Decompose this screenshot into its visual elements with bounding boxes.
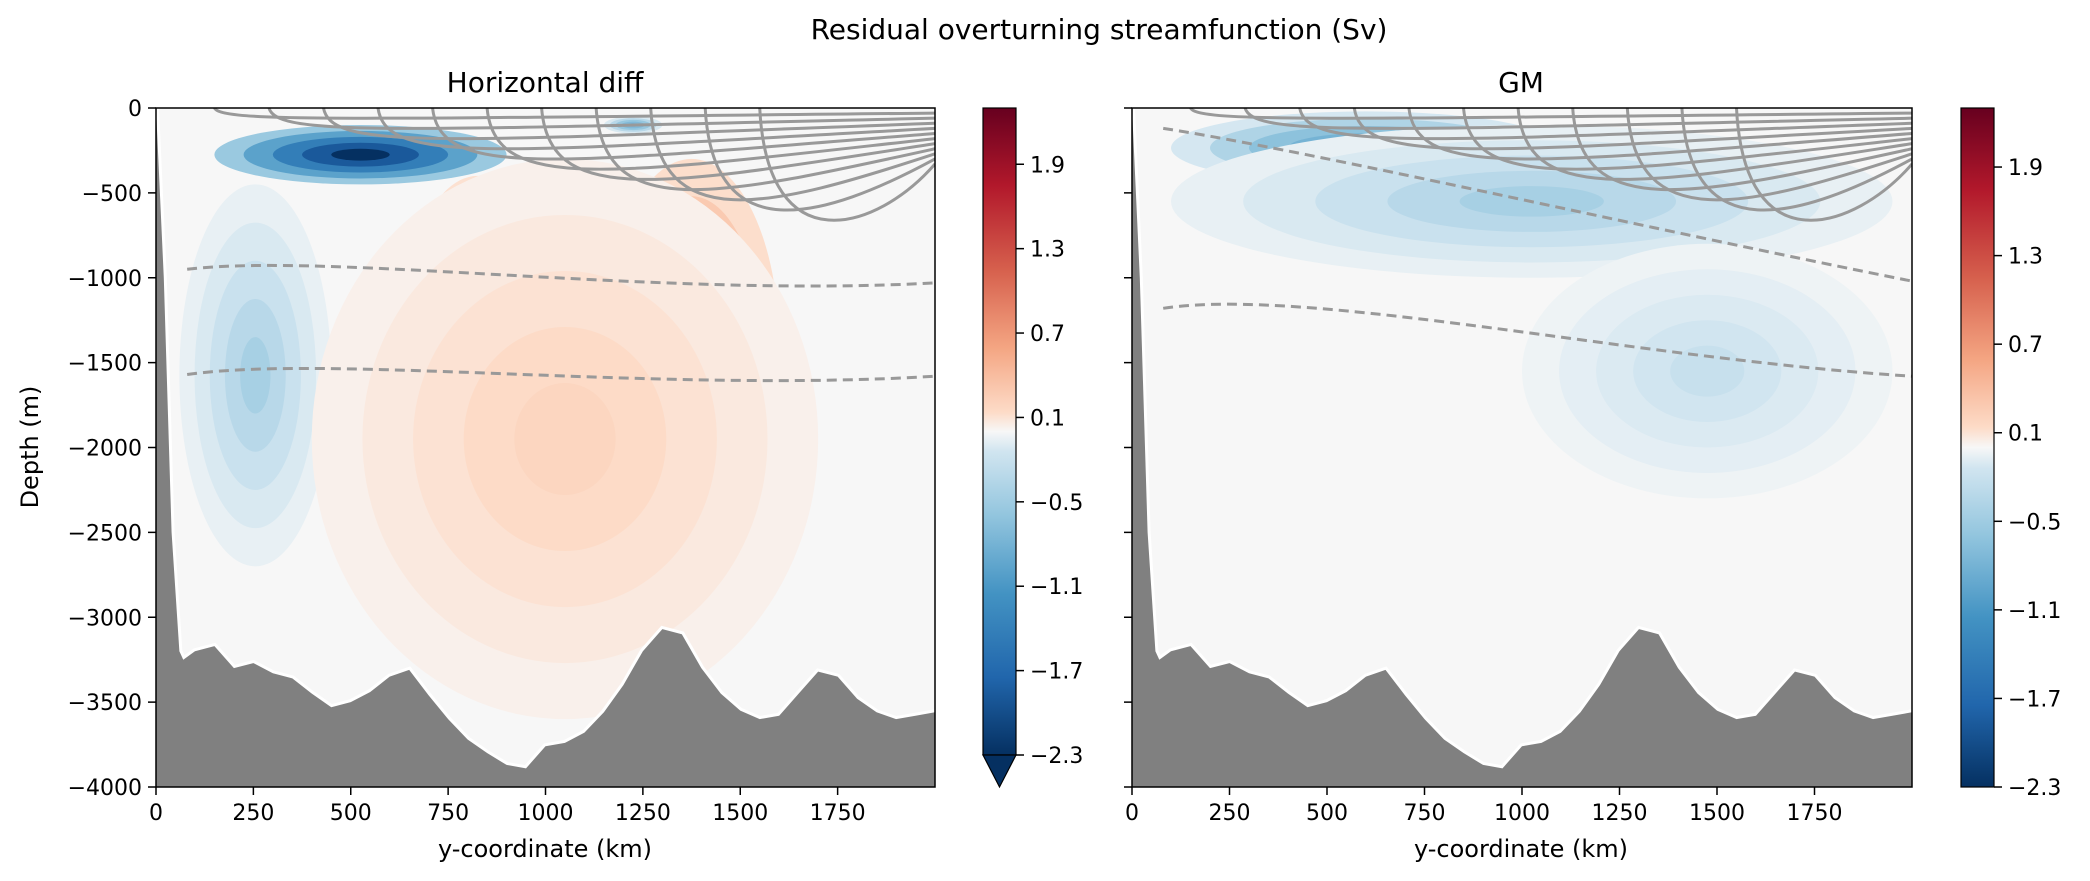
colorbar-tick-label: −2.3 [1030,744,1083,769]
colorbar-tick-label: −2.3 [2008,776,2061,801]
colorbar-tick-label: −1.1 [2008,599,2061,624]
y-tick-label: −4000 [68,776,142,801]
isopycnal-solid [1571,108,1912,192]
isopycnal-lines [1162,108,1912,378]
x-tick-label: 1500 [712,801,768,826]
x-tick-label: 250 [1209,801,1251,826]
colorbar-tick-label: 1.3 [2008,245,2043,270]
colorbar-body [1960,107,1995,788]
isopycnal-lines [186,108,935,383]
y-axis-label: Depth (m) [16,386,44,509]
colorbar-tick-label: 0.7 [1030,322,1065,347]
x-tick-label: 250 [232,801,274,826]
isopycnal-solid [376,108,935,151]
colorbar-tick-label: 0.1 [2008,422,2043,447]
x-axis-label: y-coordinate (km) [438,835,652,863]
isopycnal-solid [1243,108,1912,130]
figure-title: Residual overturning streamfunction (Sv) [811,13,1388,46]
x-tick-label: 500 [1306,801,1348,826]
x-tick-label: 0 [149,801,163,826]
x-tick-label: 1250 [615,801,671,826]
colorbar-ticks: −2.3 −1.7 −1.1 −0.5 0.1 0.7 1.3 1.9 [1994,156,2061,801]
isopycnal-dashed [1162,302,1912,378]
isopycnal-solid [485,108,935,171]
colorbar-extend-min [982,754,1017,789]
y-ticks: 0 −500 −1000 −1500 −2000 −2500 −3000 −3500 −4000 [68,97,156,801]
x-tick-label: 500 [330,801,372,826]
contour-band [240,337,271,414]
y-tick-label: −500 [82,182,142,207]
y-ticks [1124,107,1132,788]
y-tick-label: −3000 [68,606,142,631]
colorbar-a: −2.3 −1.7 −1.1 −0.5 0.1 0.7 1.3 1.9 [982,107,1083,789]
isopycnal-solid [267,108,935,130]
colorbar-ticks: −2.3 −1.7 −1.1 −0.5 0.1 0.7 1.3 1.9 [1016,153,1083,769]
isopycnal-solid [1462,108,1912,171]
contour-band [331,148,390,161]
y-tick-label: −1000 [68,267,142,292]
x-tick-label: 1500 [1689,801,1745,826]
isopycnal-solid [1407,108,1912,161]
isopycnal-solid [1352,108,1912,151]
colorbar-tick-label: 1.3 [1030,238,1065,263]
bathymetry [156,108,935,787]
x-tick-label: 1750 [810,801,866,826]
plot-area [1132,108,1912,787]
colorbar-tick-label: 0.1 [1030,406,1065,431]
plot-area [156,108,935,787]
isopycnal-solid [1735,108,1912,222]
x-tick-label: 1000 [1494,801,1550,826]
x-axis-label: y-coordinate (km) [1414,835,1628,863]
panel-gm: GM 0 250 500 750 1000 1250 1500 1750 y-coordina… [1124,66,1913,863]
colorbar-tick-label: 1.9 [2008,156,2043,181]
y-tick-label: −2000 [68,437,142,462]
colorbar-tick-label: −0.5 [2008,510,2061,535]
isopycnal-solid [703,108,935,212]
colorbar-tick-label: −1.7 [1030,660,1083,685]
contour-field [179,116,819,720]
x-tick-label: 1000 [518,801,574,826]
isopycnal-solid [1625,108,1912,202]
x-ticks: 0 250 500 750 1000 1250 1500 1750 [1125,787,1843,826]
x-tick-label: 1750 [1787,801,1843,826]
bathymetry [1132,108,1912,787]
colorbar-tick-label: −1.7 [2008,687,2061,712]
isopycnal-solid [431,108,935,161]
colorbar-tick-label: 0.7 [2008,333,2043,358]
y-tick-label: −1500 [68,352,142,377]
y-tick-label: −3500 [68,691,142,716]
colorbar-tick-label: −0.5 [1030,491,1083,516]
isopycnal-solid [649,108,935,202]
x-ticks: 0 250 500 750 1000 1250 1500 1750 [149,787,866,826]
y-tick-label: −2500 [68,521,142,546]
x-tick-label: 750 [1404,801,1446,826]
isopycnal-solid [758,108,935,222]
isopycnal-solid [1680,108,1912,212]
panel-horizontal-diff: Horizontal diff 0 250 500 750 1000 1250 1500 17… [16,66,936,863]
colorbar-tick-label: 1.9 [1030,153,1065,178]
y-tick-label: 0 [128,97,142,122]
x-tick-label: 1250 [1592,801,1648,826]
isopycnal-dashed [186,366,935,383]
isopycnal-dashed [186,263,935,288]
colorbar-tick-label: −1.1 [1030,575,1083,600]
panel-title: GM [1498,66,1544,99]
colorbar-body [982,107,1017,756]
panel-title: Horizontal diff [447,66,644,99]
contour-band [514,382,616,496]
x-tick-label: 0 [1125,801,1139,826]
x-tick-label: 750 [427,801,469,826]
isopycnal-solid [594,108,935,192]
colorbar-b: −2.3 −1.7 −1.1 −0.5 0.1 0.7 1.3 1.9 [1960,107,2061,801]
isopycnal-dashed [1162,126,1912,283]
